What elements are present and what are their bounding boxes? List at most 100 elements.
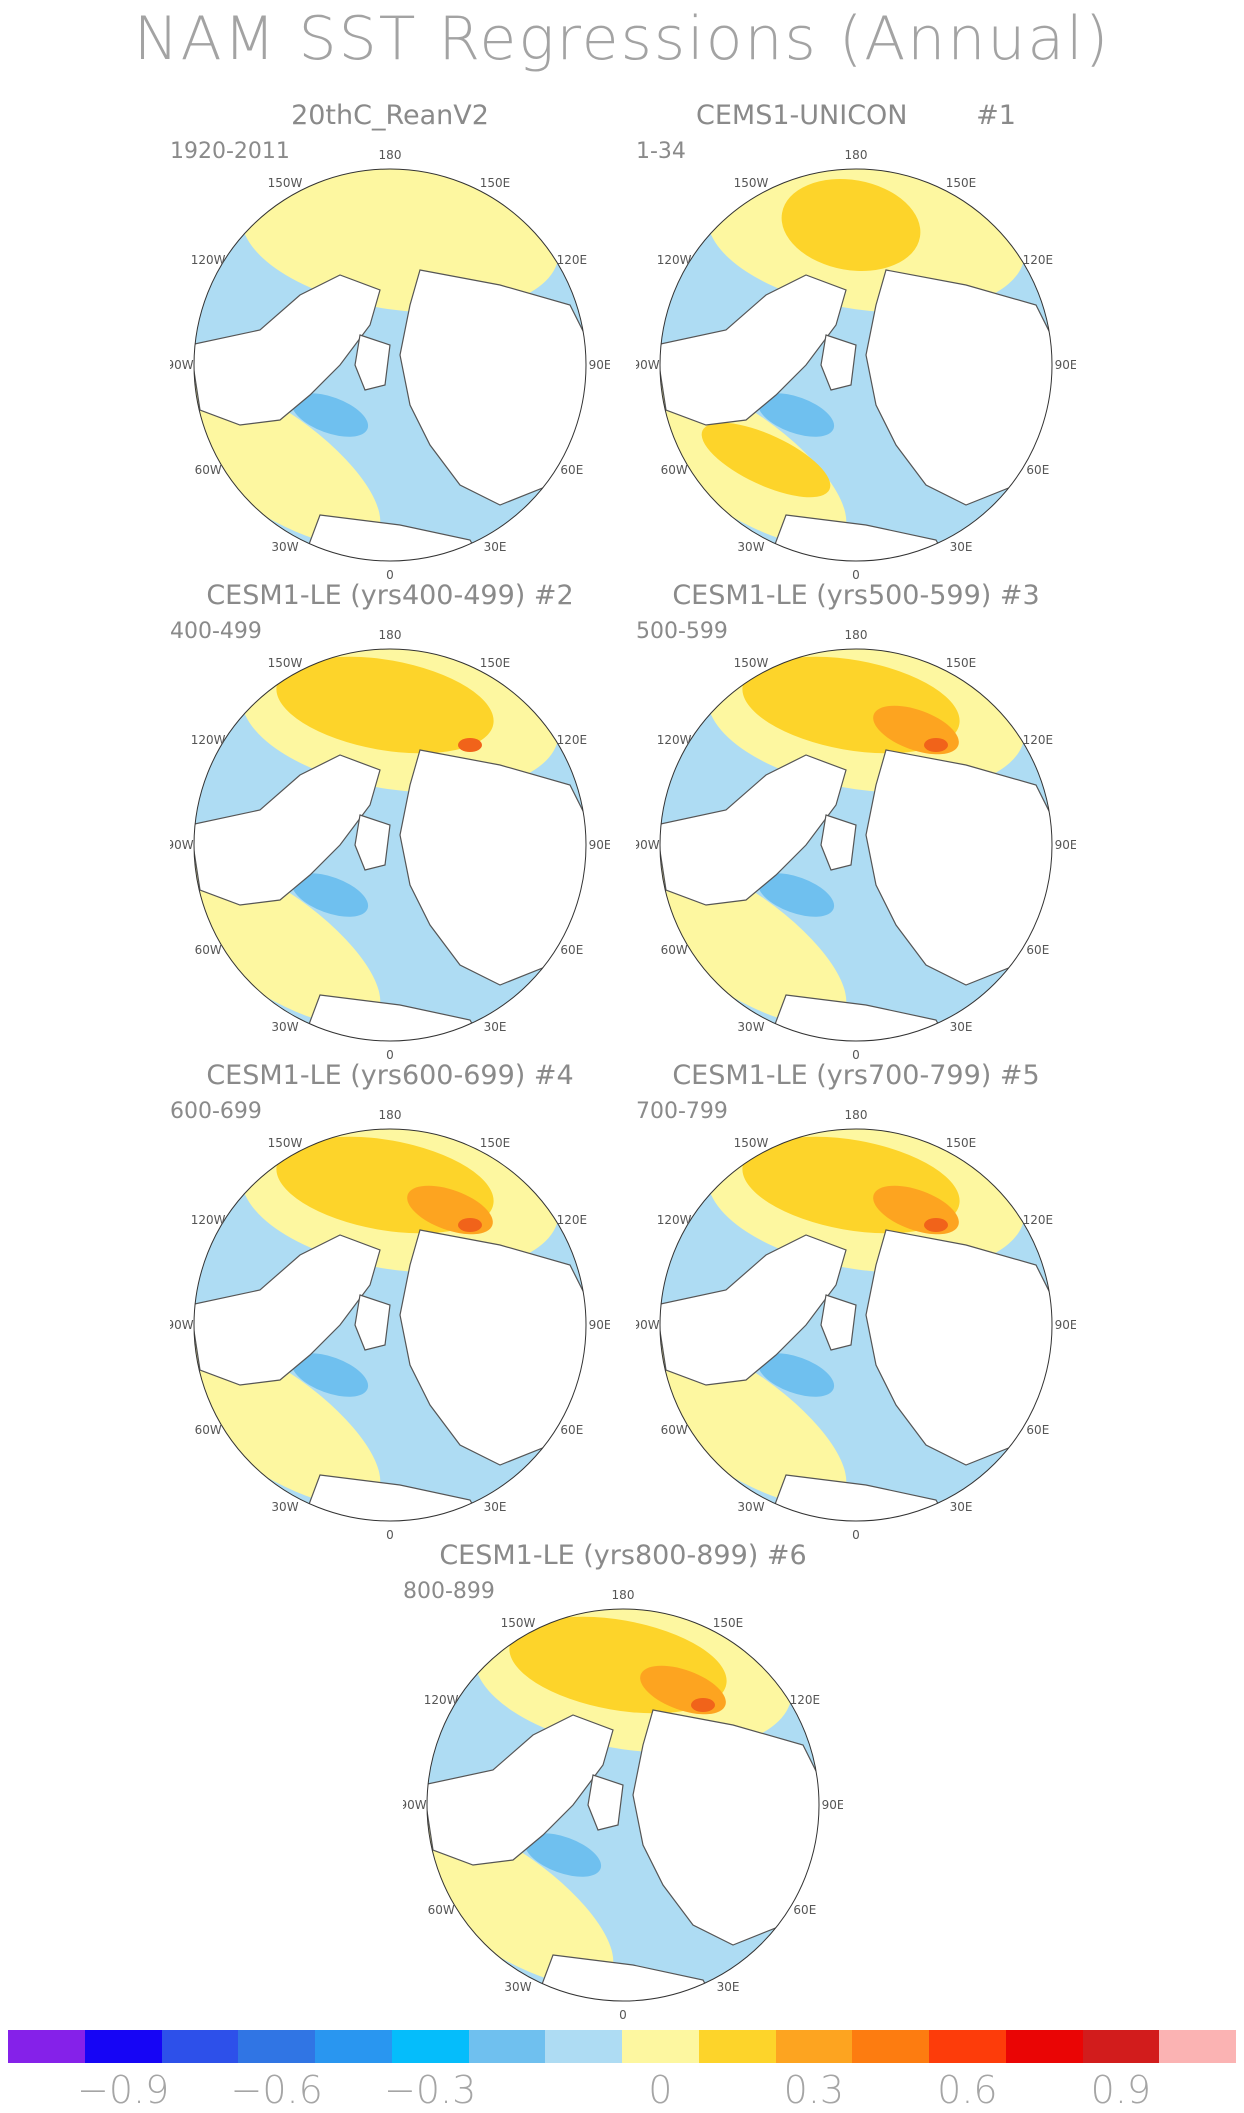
panel-period: 1-34 [636, 139, 686, 164]
longitude-label: 90E [822, 1798, 843, 1812]
colorbar-box [1005, 2030, 1083, 2063]
greenland-land [354, 1294, 391, 1351]
colorbar-box [238, 2030, 315, 2063]
longitude-label: 30E [484, 1020, 507, 1034]
north-america-land [660, 274, 847, 426]
north-america-land [660, 754, 847, 906]
longitude-label: 30W [504, 1980, 531, 1994]
longitude-label: 60E [793, 1903, 816, 1917]
longitude-label: 120W [657, 1213, 692, 1227]
colorbar [8, 2030, 1236, 2063]
colorbar-box [8, 2030, 85, 2063]
longitude-label: 150W [734, 1136, 769, 1150]
eurasia-land [865, 749, 1052, 986]
longitude-label: 150W [734, 656, 769, 670]
subpolar-cold [757, 393, 835, 437]
atlantic-anomaly [427, 1814, 614, 1986]
longitude-label: 150W [268, 176, 303, 190]
map-panel: CESM1-LE (yrs600-699) #4 180 150E 120E 90E 60… [170, 1060, 610, 1540]
longitude-label: 60E [1026, 463, 1049, 477]
longitude-label: 180 [845, 1108, 868, 1122]
map-panel: CESM1-LE (yrs700-799) #5 180 150E 120E 90E 60… [636, 1060, 1076, 1540]
longitude-label: 150E [946, 656, 977, 670]
greenland-land [354, 334, 391, 391]
longitude-label: 0 [852, 1048, 860, 1060]
longitude-label: 0 [852, 1528, 860, 1540]
map-panel: CESM1-LE (yrs400-499) #2 180 150E 120E 90E 60… [170, 580, 610, 1060]
subpolar-cold [291, 873, 369, 917]
subpolar-cold [291, 393, 369, 437]
longitude-label: 150E [946, 1136, 977, 1150]
africa-land [289, 994, 502, 1041]
longitude-label: 30W [271, 1500, 298, 1514]
okhotsk-max [691, 1698, 715, 1712]
longitude-label: 150W [734, 176, 769, 190]
colorbar-box [852, 2030, 929, 2063]
greenland-land [587, 1774, 624, 1831]
figure-title: NAM SST Regressions (Annual) [133, 4, 1111, 74]
north-america-land [427, 1714, 614, 1866]
polar-map: 180 150E 120E 90E 60E 30E 0 30W 60W 90W 120W 150W [403, 1588, 843, 2020]
panel-period: 500-599 [636, 619, 728, 644]
subpolar-cold [757, 1353, 835, 1397]
longitude-label: 60E [1026, 943, 1049, 957]
longitude-label: 90E [589, 1318, 610, 1332]
panel-period: 600-699 [170, 1099, 262, 1124]
longitude-label: 120W [191, 733, 226, 747]
polar-map: 180 150E 120E 90E 60E 30E 0 30W 60W 90W 120W 150W [636, 1108, 1076, 1540]
longitude-label: 120W [191, 253, 226, 267]
okhotsk-max [924, 738, 948, 752]
longitude-label: 0 [386, 568, 394, 580]
africa-land [755, 514, 968, 561]
longitude-label: 150W [501, 1616, 536, 1630]
longitude-label: 90W [170, 358, 194, 372]
map-boundary [659, 1128, 1053, 1522]
longitude-label: 150W [268, 656, 303, 670]
longitude-label: 30E [950, 1500, 973, 1514]
subpolar-cold [524, 1833, 602, 1877]
polar-map: 180 150E 120E 90E 60E 30E 0 30W 60W 90W 120W 150W [636, 148, 1076, 580]
africa-land [289, 1474, 502, 1521]
longitude-label: 150E [480, 1136, 511, 1150]
longitude-label: 90E [589, 358, 610, 372]
map-panel: CESM1-LE (yrs500-599) #3 180 150E 120E 90E 60… [636, 580, 1076, 1060]
panel-period: 1920-2011 [170, 139, 290, 164]
longitude-label: 60W [195, 463, 222, 477]
panel-title: CESM1-LE (yrs700-799) #5 [672, 1060, 1040, 1091]
longitude-label: 30W [737, 540, 764, 554]
colorbar-box [1159, 2030, 1236, 2063]
colorbar-label: 0.6 [937, 2068, 998, 2112]
pacific-core [781, 179, 921, 271]
atlantic-anomaly [194, 374, 381, 546]
map-panel: CESM1-LE (yrs800-899) #6 180 150E 120E 90E 60… [403, 1540, 843, 2020]
longitude-label: 60E [560, 463, 583, 477]
map-boundary [193, 168, 587, 562]
colorbar-box [929, 2030, 1006, 2063]
africa-land [289, 514, 502, 561]
longitude-label: 60E [560, 943, 583, 957]
pacific-core [276, 656, 494, 754]
polar-map: 180 150E 120E 90E 60E 30E 0 30W 60W 90W 120W 150W [170, 628, 610, 1060]
eurasia-land [865, 269, 1052, 506]
panel-title: CESM1-LE (yrs800-899) #6 [439, 1540, 807, 1571]
colorbar-box [161, 2030, 239, 2063]
colorbar-box [545, 2030, 622, 2063]
eurasia-land [632, 1709, 819, 1946]
eurasia-land [399, 1229, 586, 1466]
colorbar-box [775, 2030, 853, 2063]
panel-period: 700-799 [636, 1099, 728, 1124]
longitude-label: 60W [661, 943, 688, 957]
longitude-label: 120E [1023, 253, 1054, 267]
okhotsk-max [458, 1218, 482, 1232]
atlantic-anomaly [194, 1334, 381, 1506]
colorbar-label: 0.3 [783, 2068, 845, 2112]
colorbar-box [391, 2030, 469, 2063]
atlantic-core [701, 422, 831, 498]
longitude-label: 150E [713, 1616, 744, 1630]
longitude-label: 60E [1026, 1423, 1049, 1437]
longitude-label: 30W [737, 1500, 764, 1514]
polar-map: 180 150E 120E 90E 60E 30E 0 30W 60W 90W 120W 150W [170, 1108, 610, 1540]
longitude-label: 150E [946, 176, 977, 190]
longitude-label: 90W [403, 1798, 427, 1812]
okhotsk-max [924, 1218, 948, 1232]
